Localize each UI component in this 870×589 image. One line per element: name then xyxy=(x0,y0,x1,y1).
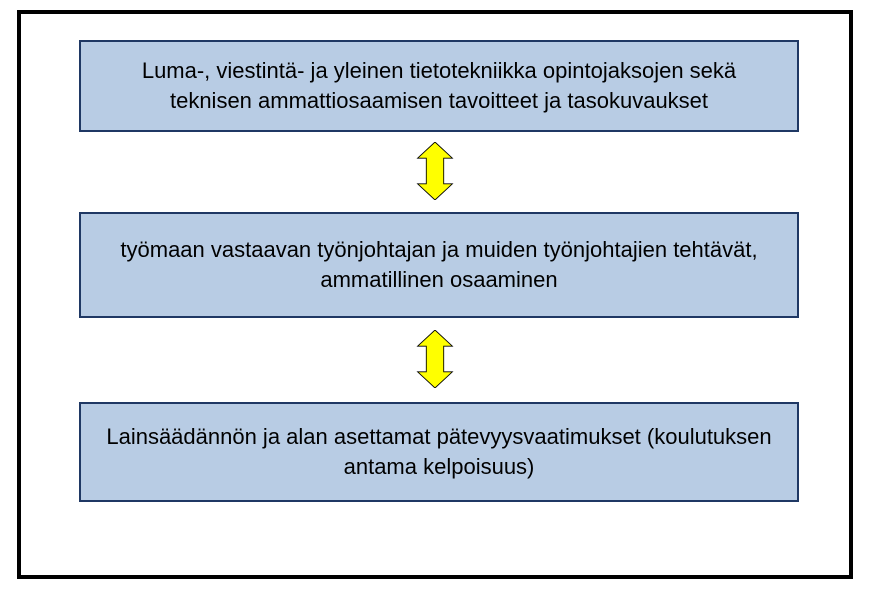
flow-box-1-text: Luma-, viestintä- ja yleinen tietoteknii… xyxy=(101,56,777,115)
flow-box-1: Luma-, viestintä- ja yleinen tietoteknii… xyxy=(79,40,799,132)
double-arrow-icon xyxy=(406,142,464,200)
flow-box-3: Lainsäädännön ja alan asettamat pätevyys… xyxy=(79,402,799,502)
flow-box-2-text: työmaan vastaavan työnjohtajan ja muiden… xyxy=(101,235,777,294)
double-arrow-2 xyxy=(21,330,849,388)
double-arrow-1 xyxy=(21,142,849,200)
diagram-frame: Luma-, viestintä- ja yleinen tietoteknii… xyxy=(17,10,853,579)
double-arrow-icon xyxy=(406,330,464,388)
flow-box-2: työmaan vastaavan työnjohtajan ja muiden… xyxy=(79,212,799,318)
flow-box-3-text: Lainsäädännön ja alan asettamat pätevyys… xyxy=(101,422,777,481)
